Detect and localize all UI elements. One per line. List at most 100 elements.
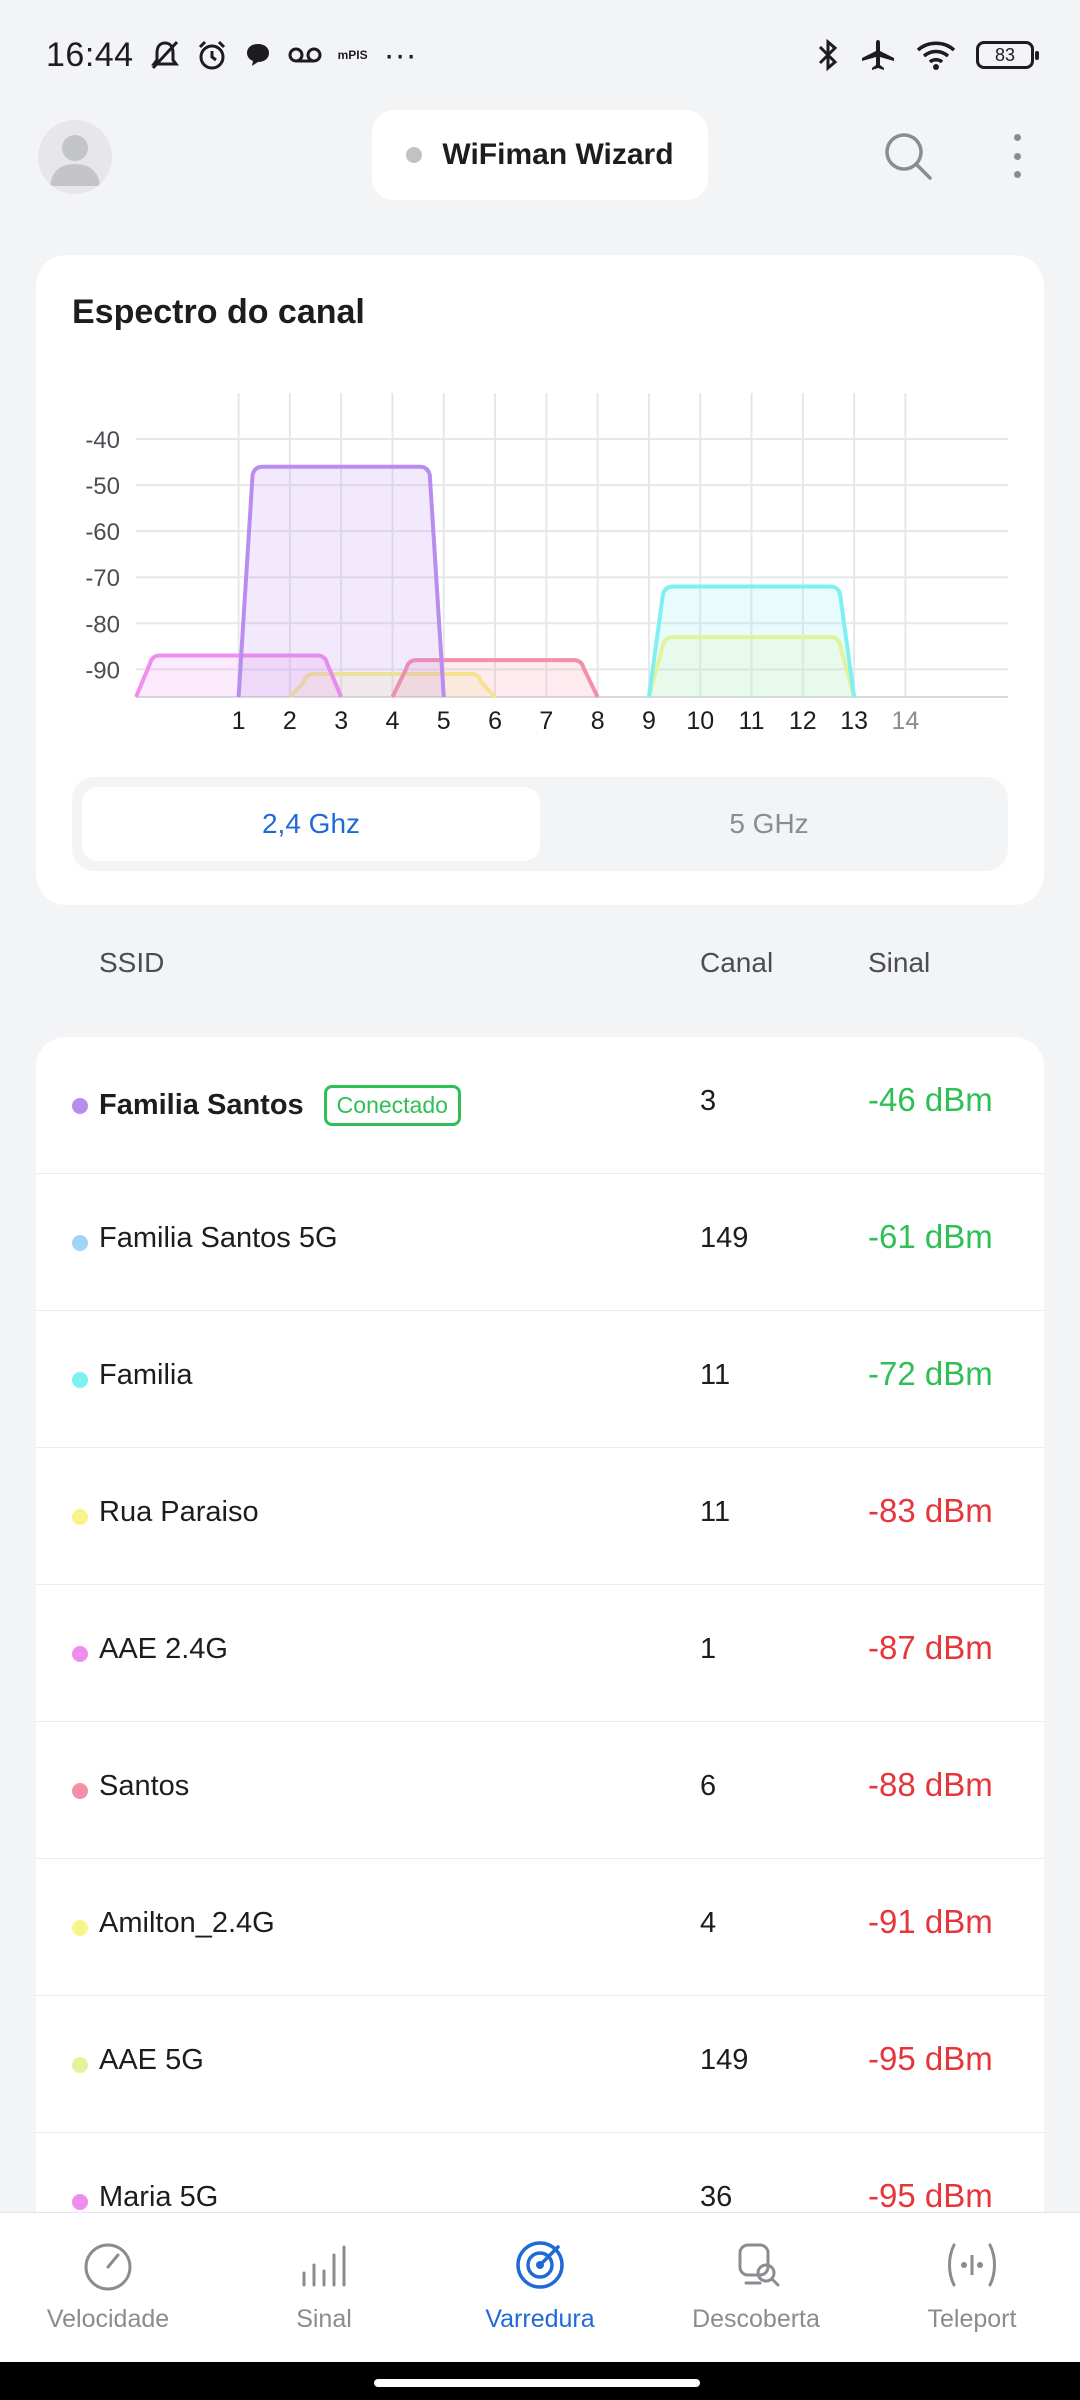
network-signal: -61 dBm: [868, 1218, 993, 1255]
list-item[interactable]: Familia Santos Conectado 3 -46 dBm: [36, 1037, 1044, 1174]
discovery-icon: [738, 2243, 780, 2287]
connected-badge: Conectado: [323, 1085, 461, 1126]
network-color-dot: [72, 1509, 88, 1525]
radar-icon: [516, 2241, 564, 2289]
avatar[interactable]: [38, 120, 112, 194]
network-spectrum-area: [648, 586, 855, 697]
x-tick-label: 9: [642, 707, 656, 735]
spectrum-title: Espectro do canal: [72, 293, 365, 331]
status-time: 16:44: [46, 35, 134, 74]
band-24ghz-tab[interactable]: 2,4 Ghz: [82, 787, 540, 861]
list-item[interactable]: Familia Santos 5G 149 -61 dBm: [36, 1174, 1044, 1311]
x-tick-label: 8: [591, 707, 605, 735]
network-signal: -83 dBm: [868, 1492, 993, 1529]
home-gesture-handle[interactable]: [374, 2379, 700, 2387]
network-signal: -46 dBm: [868, 1081, 993, 1118]
nav-speed-label: Velocidade: [46, 2305, 170, 2333]
network-channel: 4: [700, 1907, 717, 1939]
network-ssid: Rua Paraiso: [99, 1496, 259, 1529]
list-item[interactable]: AAE 5G 149 -95 dBm: [36, 1996, 1044, 2133]
battery-indicator: 83: [976, 41, 1039, 69]
nav-scan-label: Varredura: [485, 2305, 595, 2333]
nav-teleport-label: Teleport: [927, 2305, 1017, 2333]
carrier-label: mPIS: [337, 48, 368, 62]
network-channel: 36: [700, 2181, 733, 2213]
alarm-icon: [198, 40, 225, 70]
gesture-navigation-bar: [0, 2362, 1080, 2400]
x-tick-label: 10: [686, 707, 714, 735]
network-color-dot: [72, 1646, 88, 1662]
list-item[interactable]: Santos 6 -88 dBm: [36, 1722, 1044, 1859]
network-color-dot: [72, 1098, 88, 1114]
network-color-dot: [72, 1235, 88, 1251]
nav-signal[interactable]: Sinal: [216, 2213, 432, 2362]
column-ssid[interactable]: SSID: [99, 947, 165, 978]
network-spectrum-line: [288, 671, 497, 699]
network-channel: 11: [700, 1359, 731, 1391]
teleport-icon: [948, 2243, 996, 2287]
x-tick-label: 7: [539, 707, 553, 735]
wizard-button[interactable]: WiFiman Wizard: [372, 110, 708, 200]
x-tick-label: 13: [840, 707, 868, 735]
more-dot-icon: [1013, 152, 1021, 160]
list-item[interactable]: Maria 5G 36 -95 dBm: [36, 2133, 1044, 2270]
wizard-status-dot: [406, 147, 423, 163]
network-spectrum-area: [648, 637, 855, 697]
status-notifications: mPIS ···: [150, 36, 417, 74]
network-ssid: Familia Santos 5G: [99, 1222, 338, 1255]
user-avatar-icon: [50, 135, 100, 186]
network-ssid-text: AAE 5G: [99, 2044, 204, 2076]
network-signal: -87 dBm: [868, 1629, 993, 1666]
more-options-button[interactable]: [1000, 128, 1034, 184]
band-selector: 2,4 Ghz 5 GHz: [72, 777, 1008, 871]
y-tick-label: -90: [85, 657, 120, 684]
nav-discovery[interactable]: Descoberta: [648, 2213, 864, 2362]
x-tick-label: 14: [892, 707, 920, 735]
search-button[interactable]: [880, 128, 936, 184]
column-signal[interactable]: Sinal: [868, 947, 931, 978]
y-tick-label: -50: [85, 473, 120, 500]
network-ssid-text: Familia Santos: [99, 1089, 304, 1121]
network-ssid: Amilton_2.4G: [99, 1907, 275, 1940]
network-ssid-text: AAE 2.4G: [99, 1633, 228, 1665]
bottom-navigation: Velocidade Sinal Varredura Descoberta Te…: [0, 2212, 1080, 2362]
more-dot-icon: [1013, 171, 1021, 178]
network-color-dot: [72, 1920, 88, 1936]
y-tick-label: -60: [85, 519, 120, 546]
network-signal: -95 dBm: [868, 2177, 993, 2214]
network-spectrum-line: [646, 584, 857, 698]
nav-speed[interactable]: Velocidade: [0, 2213, 216, 2362]
more-notifications-icon: ···: [383, 36, 417, 73]
network-ssid-text: Amilton_2.4G: [99, 1907, 275, 1939]
network-signal: -72 dBm: [868, 1355, 993, 1392]
wifi-icon: [916, 41, 956, 70]
network-channel: 1: [700, 1633, 717, 1665]
list-item[interactable]: AAE 2.4G 1 -87 dBm: [36, 1585, 1044, 1722]
y-tick-label: -40: [85, 427, 120, 454]
bluetooth-icon: [818, 38, 838, 72]
y-tick-label: -70: [85, 565, 120, 592]
x-tick-label: 5: [437, 707, 451, 735]
network-channel: 3: [700, 1085, 717, 1117]
list-item[interactable]: Familia 11 -72 dBm: [36, 1311, 1044, 1448]
spectrum-chart: -40-50-60-70-80-901 2 3 4 5 6 7 8 9 10 11 12 13 14: [85, 393, 1008, 735]
column-channel[interactable]: Canal: [700, 947, 774, 978]
network-ssid: Familia Santos Conectado: [99, 1085, 461, 1126]
search-icon: [885, 133, 932, 180]
x-tick-label: 11: [739, 707, 765, 735]
list-item[interactable]: Rua Paraiso 11 -83 dBm: [36, 1448, 1044, 1585]
battery-level: 83: [994, 44, 1016, 65]
nav-scan[interactable]: Varredura: [432, 2213, 648, 2362]
bell-muted-icon: [150, 40, 179, 70]
band-5ghz-tab[interactable]: 5 GHz: [729, 808, 809, 839]
network-ssid: AAE 5G: [99, 2044, 204, 2077]
nav-teleport[interactable]: Teleport: [864, 2213, 1080, 2362]
network-signal: -95 dBm: [868, 2040, 993, 2077]
network-signal: -88 dBm: [868, 1766, 993, 1803]
network-spectrum-line: [236, 464, 446, 698]
network-color-dot: [72, 2057, 88, 2073]
list-item[interactable]: Amilton_2.4G 4 -91 dBm: [36, 1859, 1044, 1996]
wizard-title: WiFiman Wizard: [442, 138, 674, 171]
network-ssid-text: Rua Paraiso: [99, 1496, 259, 1528]
network-ssid-text: Santos: [99, 1770, 190, 1802]
